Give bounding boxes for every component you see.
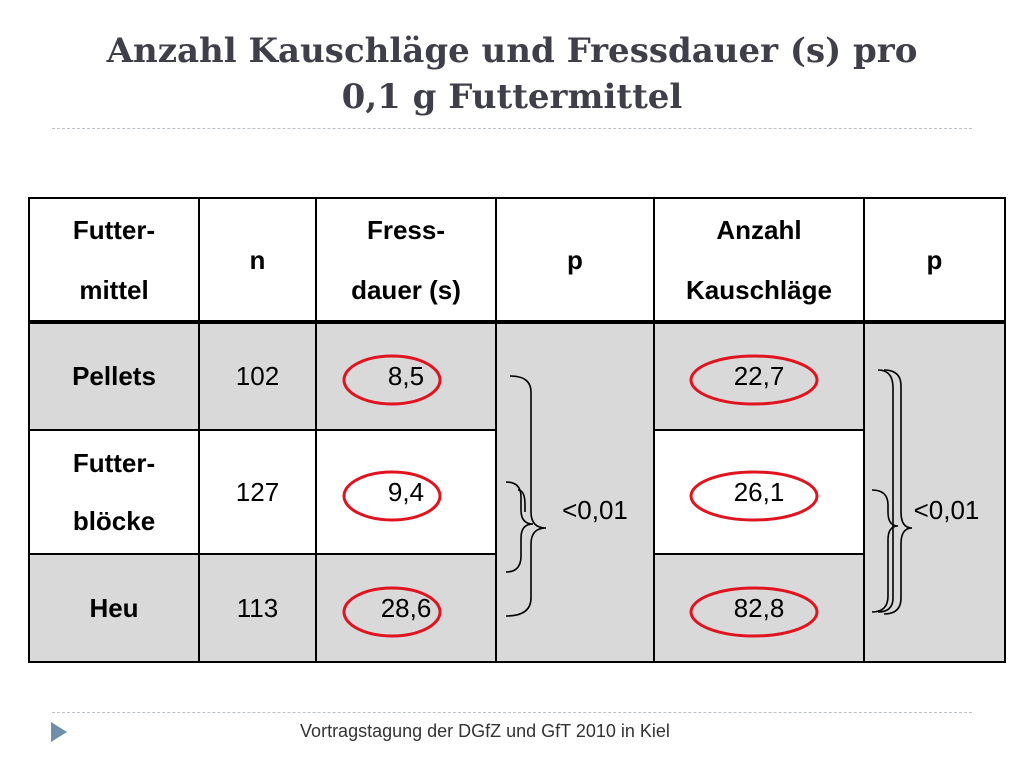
cell-fressdauer: 8,5 [315, 321, 497, 431]
cell-fressdauer: 28,6 [315, 553, 497, 663]
table-header-row: Futter- mittel n Fress- dauer (s) p Anza… [28, 197, 1006, 324]
results-table: Futter- mittel n Fress- dauer (s) p Anza… [28, 197, 1006, 663]
cell-p-fressdauer: <0,01 [495, 321, 655, 663]
cell-kauschlaege: 22,7 [653, 321, 865, 431]
row-label-futterbloecke: Futter- blöcke [28, 429, 200, 555]
cell-kauschlaege: 26,1 [653, 429, 865, 555]
row-label-pellets: Pellets [28, 321, 200, 431]
footer-text: Vortragstagung der DGfZ und GfT 2010 in … [300, 721, 670, 741]
slide-title-line-1: Anzahl Kauschläge und Fressdauer (s) pro [106, 31, 918, 71]
header-p-kauschlaege: p [863, 197, 1006, 324]
cell-n: 127 [198, 429, 317, 555]
cell-fressdauer: 9,4 [315, 429, 497, 555]
title-divider [52, 128, 972, 129]
header-fressdauer: Fress- dauer (s) [315, 197, 497, 324]
play-arrow-icon [51, 722, 67, 742]
cell-n: 102 [198, 321, 317, 431]
slide-title: Anzahl Kauschläge und Fressdauer (s) pro… [40, 28, 984, 120]
cell-p-kauschlaege: <0,01 [863, 321, 1006, 663]
cell-n: 113 [198, 553, 317, 663]
header-p-fressdauer: p [495, 197, 655, 324]
header-futtermittel: Futter- mittel [28, 197, 200, 324]
table-row-pellets: Pellets 102 8,5 <0,01 22,7 <0,01 [28, 321, 1006, 663]
p-value-fressdauer: <0,01 [562, 495, 628, 525]
header-kauschlaege: Anzahl Kauschläge [653, 197, 865, 324]
footer-divider [52, 712, 972, 713]
cell-kauschlaege: 82,8 [653, 553, 865, 663]
p-value-kauschlaege: <0,01 [913, 495, 980, 525]
header-n: n [198, 197, 317, 324]
slide-title-line-2: 0,1 g Futtermittel [341, 77, 683, 117]
row-label-heu: Heu [28, 553, 200, 663]
